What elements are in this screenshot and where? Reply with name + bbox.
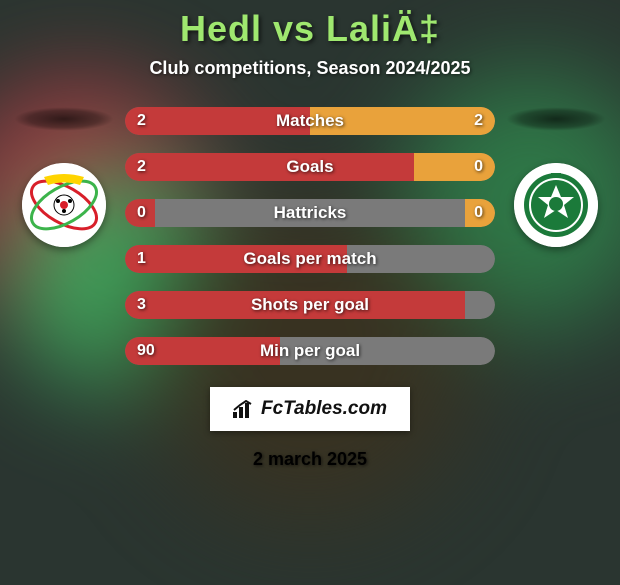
stat-row: 90 Min per goal — [125, 337, 495, 365]
player-shadow-left — [14, 107, 114, 131]
stat-row: 0 0 Hattricks — [125, 199, 495, 227]
stat-left-bar — [125, 153, 414, 181]
stat-label: Shots per goal — [251, 295, 369, 315]
team-badge-right — [514, 163, 598, 247]
stat-row: 1 Goals per match — [125, 245, 495, 273]
stat-label: Hattricks — [274, 203, 347, 223]
stats-column: 2 2 Matches 2 0 Goals 0 0 Hattricks 1 Goals per ma… — [125, 107, 495, 365]
stat-value-left: 3 — [137, 296, 146, 314]
stat-value-right: 2 — [474, 112, 483, 130]
stat-value-left: 2 — [137, 158, 146, 176]
stat-value-left: 1 — [137, 250, 146, 268]
attribution-text: FcTables.com — [261, 398, 387, 420]
main-row: 2 2 Matches 2 0 Goals 0 0 Hattricks 1 Goals per ma… — [0, 107, 620, 365]
footer-date: 2 march 2025 — [0, 449, 620, 470]
stat-label: Goals per match — [243, 249, 376, 269]
player-shadow-right — [506, 107, 606, 131]
stat-row: 3 Shots per goal — [125, 291, 495, 319]
stat-value-left: 90 — [137, 342, 155, 360]
team-badge-left — [22, 163, 106, 247]
badge-right-icon — [514, 163, 598, 247]
stat-label: Matches — [276, 111, 344, 131]
page-title: Hedl vs LaliÄ‡ — [0, 8, 620, 50]
stat-value-left: 2 — [137, 112, 146, 130]
stat-row: 2 0 Goals — [125, 153, 495, 181]
content: Hedl vs LaliÄ‡ Club competitions, Season… — [0, 0, 620, 470]
page-subtitle: Club competitions, Season 2024/2025 — [0, 58, 620, 79]
stat-label: Goals — [286, 157, 333, 177]
stat-row: 2 2 Matches — [125, 107, 495, 135]
attribution-badge: FcTables.com — [210, 387, 410, 431]
chart-icon — [233, 400, 255, 418]
stat-value-left: 0 — [137, 204, 146, 222]
stat-value-right: 0 — [474, 204, 483, 222]
side-left — [9, 107, 119, 247]
badge-left-icon — [22, 163, 106, 247]
side-right — [501, 107, 611, 247]
stat-value-right: 0 — [474, 158, 483, 176]
stat-label: Min per goal — [260, 341, 360, 361]
